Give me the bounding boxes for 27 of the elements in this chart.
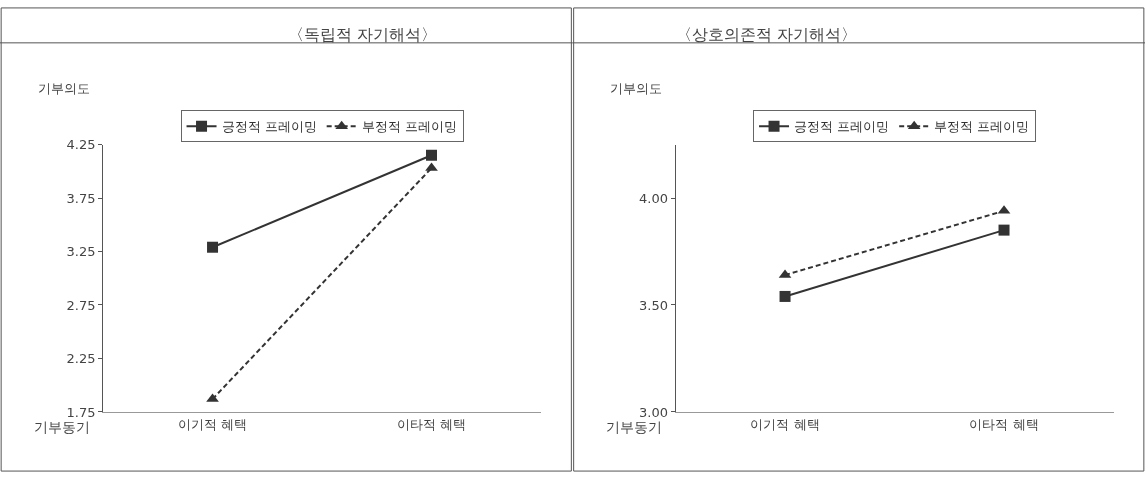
x-tick-label: 이타적 혜택 xyxy=(969,416,1039,432)
y-tick-label: 3.25 xyxy=(66,244,96,260)
y-tick-label: 3.75 xyxy=(66,190,96,206)
x-axis-title: 기부동기 xyxy=(34,419,90,435)
y-tick-label: 3.50 xyxy=(639,297,668,313)
y-axis-title: 기부의도 xyxy=(610,81,662,96)
y-tick-label: 4.00 xyxy=(639,190,668,206)
x-tick-label: 이기적 혜택 xyxy=(750,416,820,432)
point xyxy=(207,241,219,253)
chart-title: 〈독립적 자기해석〉 xyxy=(288,25,438,44)
legend-label: 부정적 프레이밍 xyxy=(361,119,457,135)
point xyxy=(998,224,1010,236)
y-tick-label: 2.25 xyxy=(66,351,96,367)
x-axis-title: 기부동기 xyxy=(606,419,662,435)
x-tick-label: 이기적 혜택 xyxy=(177,416,248,432)
point xyxy=(426,149,438,161)
chart-title: 〈상호의존적 자기해석〉 xyxy=(676,25,858,44)
legend-label: 부정적 프레이밍 xyxy=(934,119,1030,135)
y-axis-title: 기부의도 xyxy=(38,81,90,96)
point xyxy=(779,290,791,302)
legend-label: 긍정적 프레이밍 xyxy=(794,119,890,135)
y-tick-label: 4.25 xyxy=(66,137,96,153)
y-tick-label: 1.75 xyxy=(66,404,96,420)
y-tick-label: 3.00 xyxy=(639,404,668,420)
legend-label: 긍정적 프레이밍 xyxy=(221,119,317,135)
x-tick-label: 이타적 혜택 xyxy=(396,416,467,432)
y-tick-label: 2.75 xyxy=(66,297,96,313)
